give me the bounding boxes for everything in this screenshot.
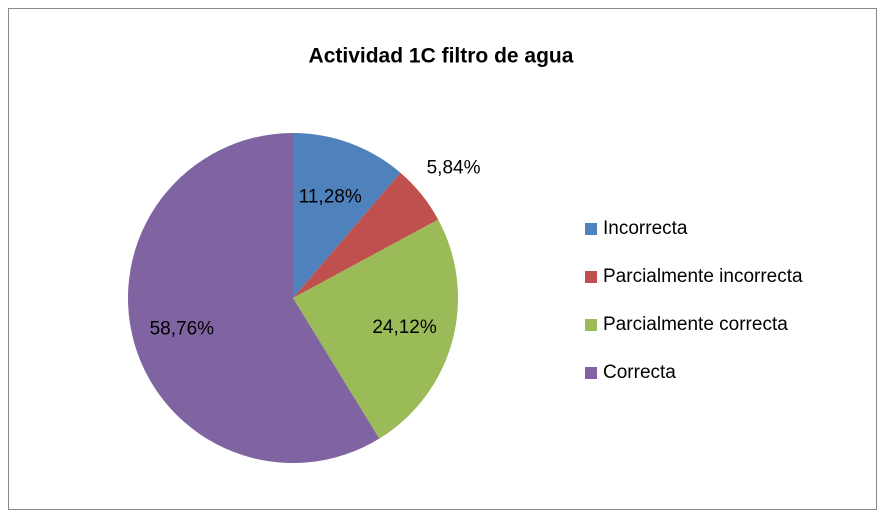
legend-label: Incorrecta [603,218,688,239]
legend-label: Parcialmente incorrecta [603,266,803,287]
legend-label: Correcta [603,362,676,383]
pie-slice [293,219,458,439]
chart-title: Actividad 1C filtro de agua [309,45,574,68]
data-label: 24,12% [372,317,437,338]
data-label: 58,76% [150,318,215,339]
legend-swatch [585,319,597,331]
pie-slice [293,133,401,298]
legend-swatch [585,367,597,379]
data-label: 5,84% [427,158,481,179]
legend-label: Parcialmente correcta [603,314,788,335]
data-label: 11,28% [299,186,362,207]
pie-slice [293,172,439,298]
legend-swatch [585,271,597,283]
legend-swatch [585,223,597,235]
pie-slice [127,133,380,464]
